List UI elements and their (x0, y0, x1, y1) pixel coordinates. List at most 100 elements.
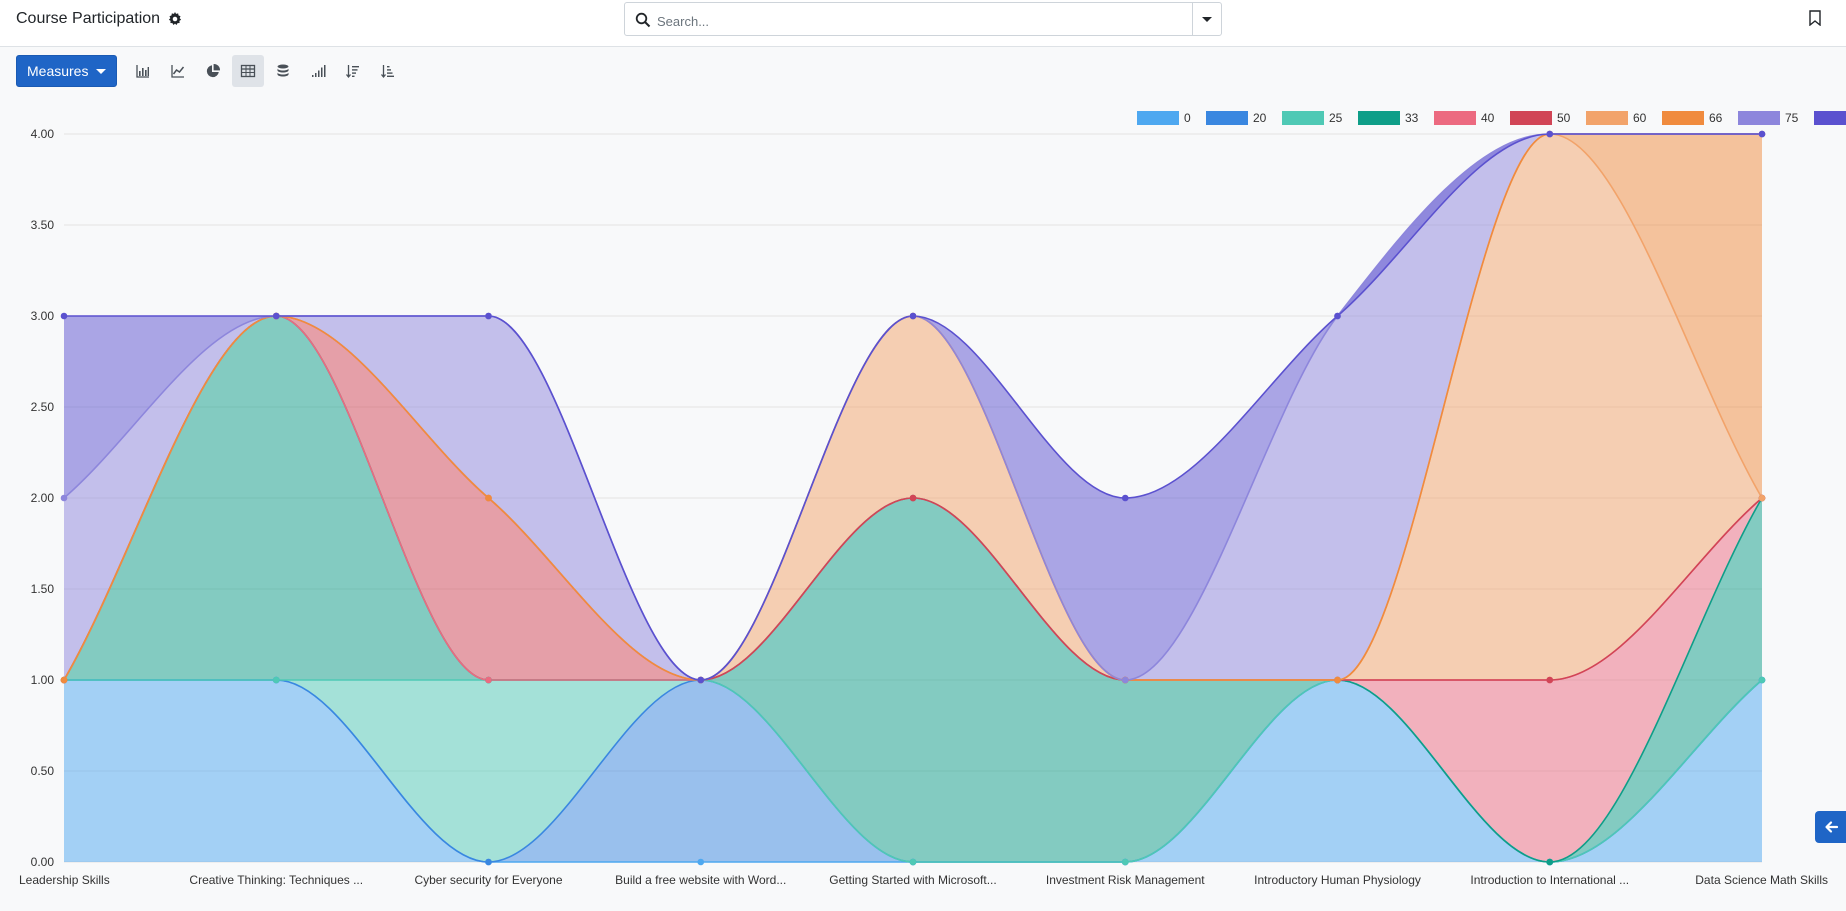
data-point-60-8 (1758, 494, 1766, 502)
sort-descending-icon[interactable] (337, 55, 369, 87)
legend-swatch (1662, 111, 1704, 125)
legend-item-25: 25 (1282, 111, 1343, 125)
area-series-75 (64, 134, 1762, 680)
line-series-100 (63, 133, 1762, 681)
collapse-panel-button[interactable] (1815, 811, 1846, 843)
area-series-25 (64, 680, 1762, 862)
table-icon[interactable] (232, 55, 265, 87)
legend-swatch (1814, 111, 1846, 125)
sort-ascending-icon[interactable] (372, 55, 404, 87)
data-point-100-5 (1121, 494, 1129, 502)
x-tick-label: Introduction to International ... (1470, 873, 1629, 887)
data-point-100-3 (697, 676, 705, 684)
y-tick-label: 2.00 (31, 491, 55, 505)
view-toolbar: Measures (16, 55, 404, 87)
data-point-0-3 (697, 858, 705, 866)
cumulative-icon[interactable] (302, 55, 334, 87)
y-tick-label: 4.00 (31, 127, 55, 141)
legend-label: 66 (1709, 111, 1723, 125)
x-tick-label: Leadership Skills (19, 873, 110, 887)
legend-item-75: 75 (1738, 111, 1799, 125)
x-tick-label: Getting Started with Microsoft... (829, 873, 996, 887)
stacked-area-chart: 0.00 0.50 1.00 1.50 2.00 2.50 3.00 3.50 4.00 Lea… (19, 111, 1846, 887)
data-point-25-1 (272, 676, 280, 684)
y-tick-label: 3.50 (31, 218, 55, 232)
page-title: Course Participation (16, 10, 161, 27)
data-point-66-2 (485, 494, 492, 502)
legend-swatch (1738, 111, 1780, 125)
legend-item-60: 60 (1586, 111, 1647, 125)
line-chart-icon[interactable] (162, 55, 194, 87)
data-point-40-2 (485, 676, 492, 684)
y-tick-label: 3.00 (31, 309, 55, 323)
area-series-60 (64, 134, 1762, 680)
data-point-75-0 (60, 494, 68, 502)
legend-swatch (1358, 111, 1400, 125)
legend-label: 50 (1557, 111, 1571, 125)
measures-button[interactable]: Measures (16, 55, 118, 87)
gear-icon[interactable] (168, 12, 182, 26)
legend-label: 60 (1633, 111, 1647, 125)
legend-label: 33 (1405, 111, 1419, 125)
legend-label: 0 (1184, 111, 1191, 125)
legend-swatch (1434, 111, 1476, 125)
data-point-50-4 (909, 494, 917, 502)
lines-layer (63, 133, 1763, 863)
legend-item-0: 0 (1137, 111, 1191, 125)
control-panel: Course Participation (0, 0, 1846, 47)
data-point-50-7 (1546, 676, 1554, 684)
stack-icon[interactable] (267, 55, 299, 87)
x-tick-label: Investment Risk Management (1046, 873, 1205, 887)
data-point-100-2 (485, 312, 492, 320)
x-tick-label: Build a free website with Word... (615, 873, 786, 887)
areas-layer (64, 134, 1762, 862)
x-axis: Leadership Skills Creative Thinking: Tech… (19, 873, 1828, 887)
x-tick-label: Data Science Math Skills (1695, 873, 1828, 887)
data-point-100-1 (272, 312, 280, 320)
data-point-33-7 (1546, 858, 1554, 866)
area-series-40 (64, 316, 1762, 862)
bookmark-icon[interactable] (1808, 10, 1822, 27)
data-point-100-6 (1334, 312, 1341, 320)
legend-item-50: 50 (1510, 111, 1571, 125)
y-tick-label: 1.00 (31, 673, 55, 687)
legend: 0 20 25 33 40 50 60 66 75 100 (1137, 111, 1846, 125)
points-layer (60, 130, 1766, 866)
legend-label: 75 (1785, 111, 1799, 125)
data-point-66-6 (1334, 676, 1341, 684)
area-series-0 (64, 680, 1762, 862)
y-tick-label: 0.00 (31, 855, 55, 869)
bar-chart-icon[interactable] (127, 55, 159, 87)
data-point-100-7 (1546, 130, 1554, 138)
data-point-75-5 (1121, 676, 1129, 684)
data-point-20-2 (485, 858, 492, 866)
arrow-left-icon (1824, 821, 1838, 833)
y-axis: 0.00 0.50 1.00 1.50 2.00 2.50 3.00 3.50 4.00 (31, 127, 55, 869)
data-point-25-4 (909, 858, 917, 866)
legend-item-33: 33 (1358, 111, 1419, 125)
breadcrumb: Course Participation (16, 10, 182, 28)
measures-label: Measures (27, 63, 89, 79)
legend-swatch (1510, 111, 1552, 125)
legend-swatch (1137, 111, 1179, 125)
data-point-100-4 (909, 312, 917, 320)
search-icon (635, 12, 651, 28)
x-tick-label: Cyber security for Everyone (414, 873, 562, 887)
legend-label: 20 (1253, 111, 1267, 125)
x-tick-label: Introductory Human Physiology (1254, 873, 1421, 887)
legend-item-66: 66 (1662, 111, 1723, 125)
legend-label: 25 (1329, 111, 1343, 125)
legend-swatch (1206, 111, 1248, 125)
legend-label: 40 (1481, 111, 1495, 125)
search-input[interactable] (655, 9, 1179, 33)
y-tick-label: 1.50 (31, 582, 55, 596)
search-options-toggle[interactable] (1192, 3, 1221, 35)
data-point-100-0 (60, 312, 68, 320)
legend-swatch (1586, 111, 1628, 125)
legend-item-100: 100 (1814, 111, 1846, 125)
caret-down-icon (96, 68, 107, 74)
pie-chart-icon[interactable] (197, 55, 229, 87)
area-series-33 (64, 316, 1762, 862)
data-point-66-0 (60, 676, 68, 684)
x-tick-label: Creative Thinking: Techniques ... (189, 873, 363, 887)
